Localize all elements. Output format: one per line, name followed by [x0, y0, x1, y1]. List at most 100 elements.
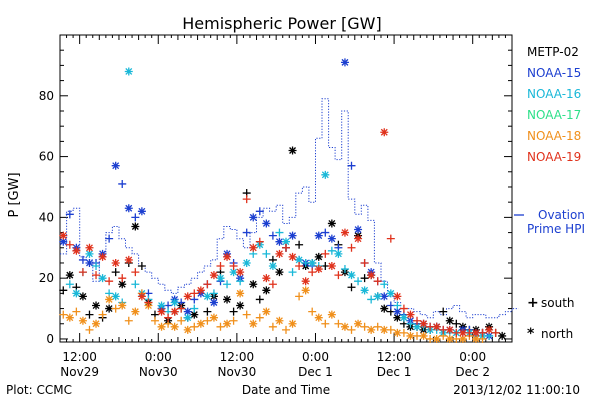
north-star-marker: [314, 231, 323, 240]
north-star-marker: [393, 292, 402, 301]
south-plus-marker: [65, 210, 74, 219]
marker-shape: [196, 286, 205, 295]
marker-shape: [458, 328, 467, 337]
marker-shape: [491, 328, 500, 337]
south-plus-marker: [334, 319, 343, 328]
south-plus-marker: [190, 322, 199, 331]
x-tick-label-date: Nov30: [218, 365, 257, 379]
marker-shape: [59, 310, 68, 319]
marker-shape: [268, 231, 277, 240]
marker-shape: [380, 292, 389, 301]
marker-shape: [347, 283, 356, 292]
north-star-marker: [393, 313, 402, 322]
marker-shape: [399, 328, 408, 337]
marker-shape: [458, 334, 467, 343]
marker-shape: [406, 331, 415, 340]
south-plus-marker: [255, 295, 264, 304]
south-plus-marker: [78, 255, 87, 264]
footer-plot-source: Plot: CCMC: [6, 383, 72, 397]
north-star-marker: [242, 258, 251, 267]
marker-shape: [242, 228, 251, 237]
marker-shape: [354, 225, 363, 234]
north-star-marker: [183, 292, 192, 301]
north-star-marker: [498, 331, 507, 340]
x-axis-label: Date and Time: [242, 383, 330, 397]
north-star-marker: [249, 319, 258, 328]
marker-shape: [360, 274, 369, 283]
north-star-marker: [393, 328, 402, 337]
north-star-marker: [471, 328, 480, 337]
marker-shape: [288, 146, 297, 155]
marker-shape: [78, 268, 87, 277]
legend-entry: METP-02: [527, 45, 579, 59]
marker-shape: [105, 277, 114, 286]
marker-shape: [334, 249, 343, 258]
marker-shape: [59, 237, 68, 246]
marker-shape: [380, 325, 389, 334]
x-tick-label-date: Nov29: [60, 365, 99, 379]
south-plus-marker: [360, 322, 369, 331]
marker-shape: [98, 310, 107, 319]
x-tick-label-time: 12:00: [220, 350, 255, 364]
marker-shape: [288, 231, 297, 240]
north-star-marker: [72, 289, 81, 298]
marker-shape: [118, 274, 127, 283]
north-star-marker: [262, 307, 271, 316]
north-star-marker: [196, 286, 205, 295]
south-plus-marker: [59, 310, 68, 319]
marker-shape: [111, 161, 120, 170]
marker-shape: [301, 286, 310, 295]
north-star-marker: [223, 319, 232, 328]
marker-shape: [399, 313, 408, 322]
south-plus-marker: [321, 319, 330, 328]
south-plus-marker: [118, 179, 127, 188]
south-plus-marker: [347, 243, 356, 252]
marker-shape: [268, 322, 277, 331]
south-plus-marker: [360, 258, 369, 267]
marker-shape: [92, 301, 101, 310]
marker-shape: [301, 277, 310, 286]
north-star-marker: [111, 292, 120, 301]
marker-shape: [196, 319, 205, 328]
south-plus-marker: [491, 328, 500, 337]
north-star-marker: [288, 231, 297, 240]
south-plus-marker: [347, 161, 356, 170]
north-star-marker: [445, 316, 454, 325]
north-star-marker: [236, 301, 245, 310]
south-plus-marker: [209, 289, 218, 298]
marker-shape: [183, 307, 192, 316]
marker-shape: [183, 325, 192, 334]
marker-shape: [144, 298, 153, 307]
marker-shape: [78, 316, 87, 325]
south-plus-marker: [255, 207, 264, 216]
south-plus-marker: [131, 213, 140, 222]
marker-shape: [92, 271, 101, 280]
south-plus-marker: [321, 228, 330, 237]
north-star-marker: [209, 298, 218, 307]
marker-shape: [255, 237, 264, 246]
north-star-marker: [373, 292, 382, 301]
marker-shape: [380, 304, 389, 313]
south-plus-marker: [124, 316, 133, 325]
marker-shape: [354, 277, 363, 286]
ovation-hpi-line: [60, 98, 519, 319]
marker-shape: [471, 328, 480, 337]
marker-shape: [105, 295, 114, 304]
marker-shape: [295, 262, 304, 271]
marker-shape: [170, 322, 179, 331]
north-star-marker: [301, 286, 310, 295]
north-star-marker: [124, 255, 133, 264]
marker-shape: [334, 271, 343, 280]
marker-shape: [78, 292, 87, 301]
south-plus-marker: [295, 292, 304, 301]
marker-shape: [393, 301, 402, 310]
y-axis-label: P [GW]: [7, 172, 22, 217]
marker-shape: [59, 231, 68, 240]
marker-shape: [268, 262, 277, 271]
marker-shape: [354, 319, 363, 328]
marker-shape: [393, 307, 402, 316]
marker-shape: [72, 307, 81, 316]
south-plus-marker: [275, 228, 284, 237]
south-plus-marker: [229, 307, 238, 316]
north-star-marker: [406, 331, 415, 340]
